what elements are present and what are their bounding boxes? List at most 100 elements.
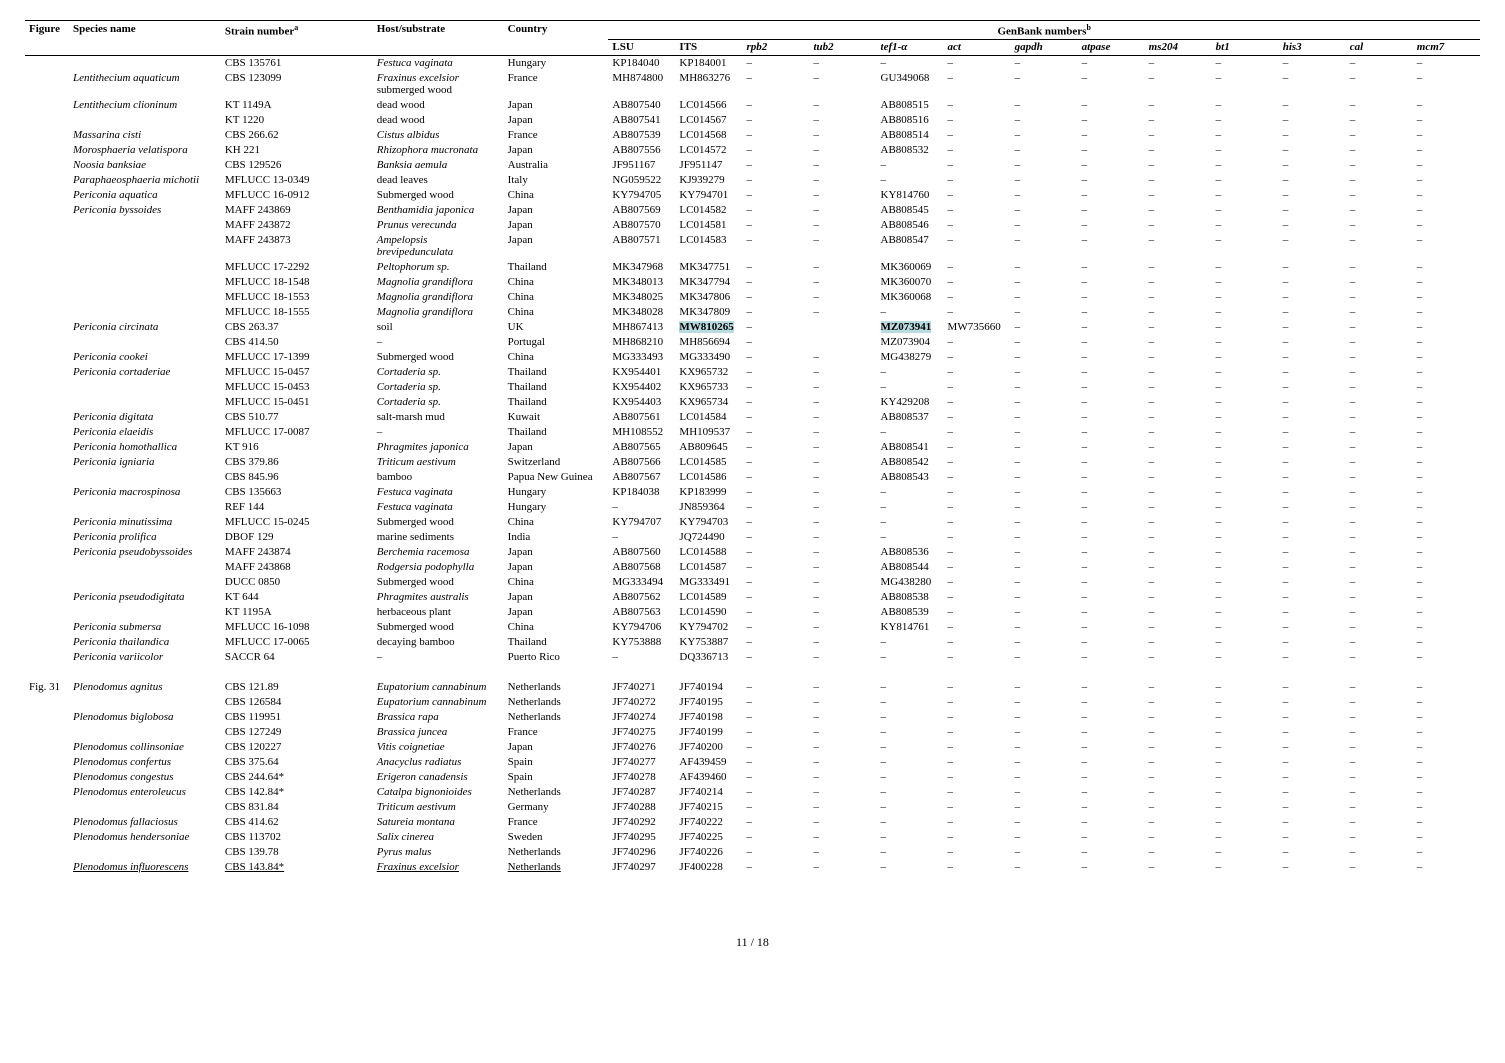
table-row: Periconia cortaderiaeMFLUCC 15-0457Corta…: [25, 365, 1480, 380]
cell-accession: –: [742, 425, 809, 440]
cell-accession: –: [1413, 320, 1480, 335]
cell-accession: –: [742, 305, 809, 320]
cell-accession: –: [877, 740, 944, 755]
cell-accession: –: [742, 320, 809, 335]
cell-accession: –: [742, 785, 809, 800]
cell-accession: –: [1346, 545, 1413, 560]
table-row: DUCC 0850Submerged woodChinaMG333494MG33…: [25, 575, 1480, 590]
cell-accession: MH874800: [608, 71, 675, 98]
cell-accession: –: [944, 188, 1011, 203]
cell-strain: CBS 120227: [221, 740, 373, 755]
cell-strain: CBS 414.62: [221, 815, 373, 830]
cell-accession: –: [742, 380, 809, 395]
cell-species: Periconia aquatica: [69, 188, 221, 203]
cell-host: Berchemia racemosa: [373, 545, 504, 560]
cell-accession: JF740297: [608, 860, 675, 875]
cell-country: Japan: [504, 590, 609, 605]
cell-accession: –: [1279, 218, 1346, 233]
cell-accession: –: [1346, 128, 1413, 143]
cell-species: [69, 500, 221, 515]
cell-accession: –: [809, 275, 876, 290]
cell-figure: [25, 143, 69, 158]
cell-accession: MH108552: [608, 425, 675, 440]
cell-strain: REF 144: [221, 500, 373, 515]
cell-accession: –: [1011, 860, 1078, 875]
cell-accession: –: [1346, 680, 1413, 695]
cell-accession: –: [809, 815, 876, 830]
cell-country: Hungary: [504, 55, 609, 71]
cell-accession: –: [809, 845, 876, 860]
cell-accession: –: [1279, 650, 1346, 665]
table-row: Periconia prolificaDBOF 129marine sedime…: [25, 530, 1480, 545]
cell-accession: –: [1346, 350, 1413, 365]
cell-accession: MK360068: [877, 290, 944, 305]
table-row: Periconia cookeiMFLUCC 17-1399Submerged …: [25, 350, 1480, 365]
cell-accession: –: [1078, 650, 1145, 665]
cell-accession: –: [944, 800, 1011, 815]
cell-accession: –: [1279, 143, 1346, 158]
cell-country: Japan: [504, 440, 609, 455]
cell-accession: AB808515: [877, 98, 944, 113]
cell-host: Vitis coignetiae: [373, 740, 504, 755]
cell-accession: –: [1078, 71, 1145, 98]
cell-accession: –: [944, 365, 1011, 380]
cell-accession: –: [1078, 725, 1145, 740]
cell-accession: JF740225: [675, 830, 742, 845]
cell-accession: –: [742, 290, 809, 305]
cell-accession: –: [1011, 545, 1078, 560]
cell-accession: –: [1145, 740, 1212, 755]
cell-species: [69, 335, 221, 350]
table-row: Periconia circinataCBS 263.37soilUKMH867…: [25, 320, 1480, 335]
cell-accession: –: [1212, 143, 1279, 158]
col-species: Species name: [69, 21, 221, 56]
table-row: MFLUCC 18-1548Magnolia grandifloraChinaM…: [25, 275, 1480, 290]
cell-accession: JF740222: [675, 815, 742, 830]
cell-accession: –: [877, 55, 944, 71]
table-row: Periconia elaeidisMFLUCC 17-0087–Thailan…: [25, 425, 1480, 440]
cell-accession: –: [944, 143, 1011, 158]
cell-accession: –: [1011, 770, 1078, 785]
cell-accession: –: [1011, 785, 1078, 800]
cell-accession: –: [877, 770, 944, 785]
cell-accession: –: [1078, 740, 1145, 755]
cell-accession: –: [1279, 470, 1346, 485]
cell-accession: MK348013: [608, 275, 675, 290]
cell-accession: –: [1212, 650, 1279, 665]
cell-accession: –: [1279, 98, 1346, 113]
cell-accession: –: [1145, 260, 1212, 275]
cell-accession: –: [944, 530, 1011, 545]
cell-accession: –: [1413, 173, 1480, 188]
cell-country: India: [504, 530, 609, 545]
cell-accession: –: [944, 560, 1011, 575]
table-row: MFLUCC 18-1555Magnolia grandifloraChinaM…: [25, 305, 1480, 320]
cell-strain: MAFF 243874: [221, 545, 373, 560]
cell-accession: –: [1145, 365, 1212, 380]
cell-figure: [25, 395, 69, 410]
cell-accession: –: [1078, 815, 1145, 830]
cell-figure: [25, 815, 69, 830]
cell-accession: –: [742, 485, 809, 500]
cell-species: Massarina cisti: [69, 128, 221, 143]
cell-accession: AB809645: [675, 440, 742, 455]
cell-accession: –: [944, 380, 1011, 395]
cell-accession: –: [1078, 395, 1145, 410]
cell-accession: –: [944, 770, 1011, 785]
cell-figure: [25, 218, 69, 233]
cell-accession: –: [742, 470, 809, 485]
cell-accession: –: [944, 395, 1011, 410]
cell-accession: –: [1346, 830, 1413, 845]
cell-accession: –: [1413, 188, 1480, 203]
cell-accession: –: [944, 98, 1011, 113]
cell-accession: –: [809, 455, 876, 470]
cell-accession: –: [944, 485, 1011, 500]
cell-accession: –: [1413, 650, 1480, 665]
cell-accession: –: [1078, 305, 1145, 320]
cell-country: Papua New Guinea: [504, 470, 609, 485]
cell-accession: MH867413: [608, 320, 675, 335]
cell-accession: –: [1413, 785, 1480, 800]
cell-accession: –: [877, 530, 944, 545]
cell-strain: MAFF 243869: [221, 203, 373, 218]
cell-accession: –: [1145, 800, 1212, 815]
cell-accession: –: [1145, 500, 1212, 515]
cell-accession: –: [1145, 695, 1212, 710]
